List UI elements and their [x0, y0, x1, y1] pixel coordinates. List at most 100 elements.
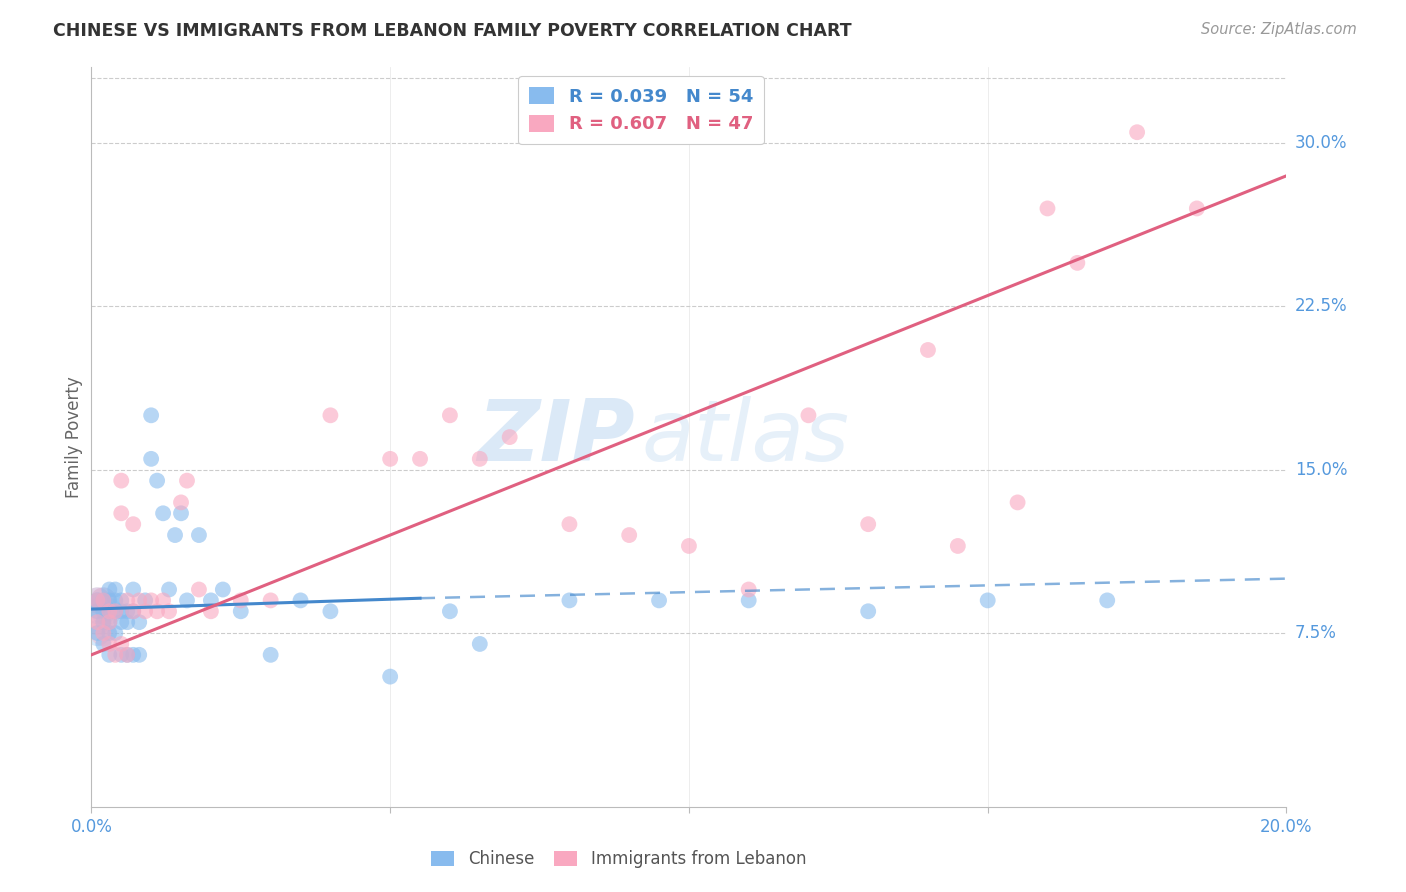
Point [93, 626, 115, 640]
Text: 7.5%: 7.5% [1295, 624, 1337, 642]
Point [737, 582, 759, 597]
Point [737, 593, 759, 607]
Point [98, 615, 121, 630]
Point [110, 648, 132, 662]
Point [141, 409, 163, 423]
Point [115, 648, 138, 662]
Point [319, 409, 342, 423]
Point [797, 409, 820, 423]
Point [110, 604, 132, 618]
Text: 15.0%: 15.0% [1295, 461, 1347, 479]
Point [98, 626, 121, 640]
Point [98, 582, 121, 597]
Point [146, 604, 169, 618]
Point [229, 593, 252, 607]
Point [86, 615, 108, 630]
Point [146, 474, 169, 488]
Point [917, 343, 939, 357]
Point [128, 593, 150, 607]
Point [110, 593, 132, 607]
Point [98, 604, 121, 618]
Text: 30.0%: 30.0% [1295, 134, 1347, 153]
Point [93, 593, 115, 607]
Point [122, 582, 145, 597]
Point [93, 615, 115, 630]
Text: ZIP: ZIP [478, 395, 636, 479]
Point [86, 604, 108, 618]
Point [1097, 593, 1119, 607]
Point [104, 604, 127, 618]
Text: Source: ZipAtlas.com: Source: ZipAtlas.com [1201, 22, 1357, 37]
Point [858, 517, 880, 532]
Point [115, 648, 138, 662]
Point [122, 648, 145, 662]
Point [128, 615, 150, 630]
Point [409, 451, 432, 466]
Point [98, 648, 121, 662]
Point [1036, 202, 1059, 216]
Point [110, 637, 132, 651]
Point [157, 604, 180, 618]
Point [946, 539, 969, 553]
Point [86, 626, 108, 640]
Point [176, 474, 198, 488]
Point [290, 593, 312, 607]
Point [1185, 202, 1208, 216]
Text: 22.5%: 22.5% [1295, 297, 1347, 316]
Point [104, 626, 127, 640]
Point [141, 451, 163, 466]
Point [468, 637, 491, 651]
Point [93, 593, 115, 607]
Point [122, 517, 145, 532]
Point [1066, 256, 1088, 270]
Point [152, 506, 174, 520]
Point [93, 593, 115, 607]
Point [104, 593, 127, 607]
Point [98, 593, 121, 607]
Point [176, 593, 198, 607]
Point [104, 648, 127, 662]
Text: atlas: atlas [641, 395, 849, 479]
Point [163, 528, 186, 542]
Point [380, 670, 402, 684]
Point [134, 593, 156, 607]
Point [98, 604, 121, 618]
Point [110, 474, 132, 488]
Point [499, 430, 522, 444]
Point [86, 593, 108, 607]
Point [678, 539, 700, 553]
Point [858, 604, 880, 618]
Point [259, 593, 281, 607]
Y-axis label: Family Poverty: Family Poverty [65, 376, 83, 498]
Point [229, 604, 252, 618]
Point [141, 593, 163, 607]
Legend: Chinese, Immigrants from Lebanon: Chinese, Immigrants from Lebanon [425, 844, 813, 875]
Point [200, 593, 222, 607]
Point [170, 506, 193, 520]
Point [110, 615, 132, 630]
Point [86, 593, 108, 607]
Legend: R = 0.039   N = 54, R = 0.607   N = 47: R = 0.039 N = 54, R = 0.607 N = 47 [519, 76, 763, 145]
Point [110, 506, 132, 520]
Point [188, 528, 211, 542]
Point [648, 593, 671, 607]
Point [115, 593, 138, 607]
Point [200, 604, 222, 618]
Point [115, 615, 138, 630]
Point [128, 648, 150, 662]
Point [1126, 125, 1149, 139]
Point [93, 593, 115, 607]
Point [98, 637, 121, 651]
Point [86, 626, 108, 640]
Point [86, 593, 108, 607]
Point [93, 604, 115, 618]
Point [170, 495, 193, 509]
Point [439, 604, 461, 618]
Point [98, 615, 121, 630]
Point [86, 593, 108, 607]
Point [188, 582, 211, 597]
Point [115, 604, 138, 618]
Point [122, 604, 145, 618]
Point [558, 593, 581, 607]
Point [259, 648, 281, 662]
